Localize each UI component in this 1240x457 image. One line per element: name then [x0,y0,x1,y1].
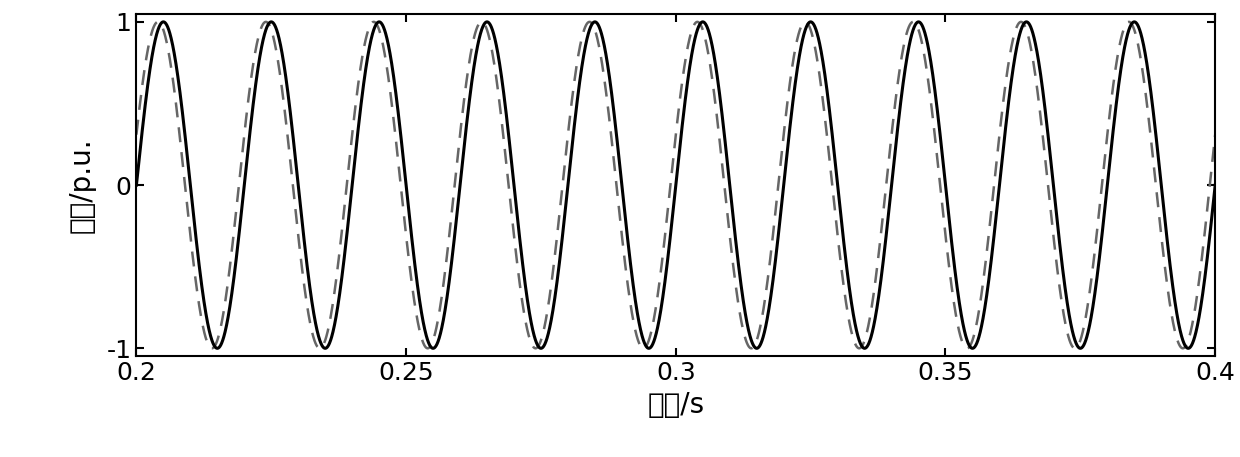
X-axis label: 时间/s: 时间/s [647,391,704,419]
Y-axis label: 电流/p.u.: 电流/p.u. [67,137,95,233]
